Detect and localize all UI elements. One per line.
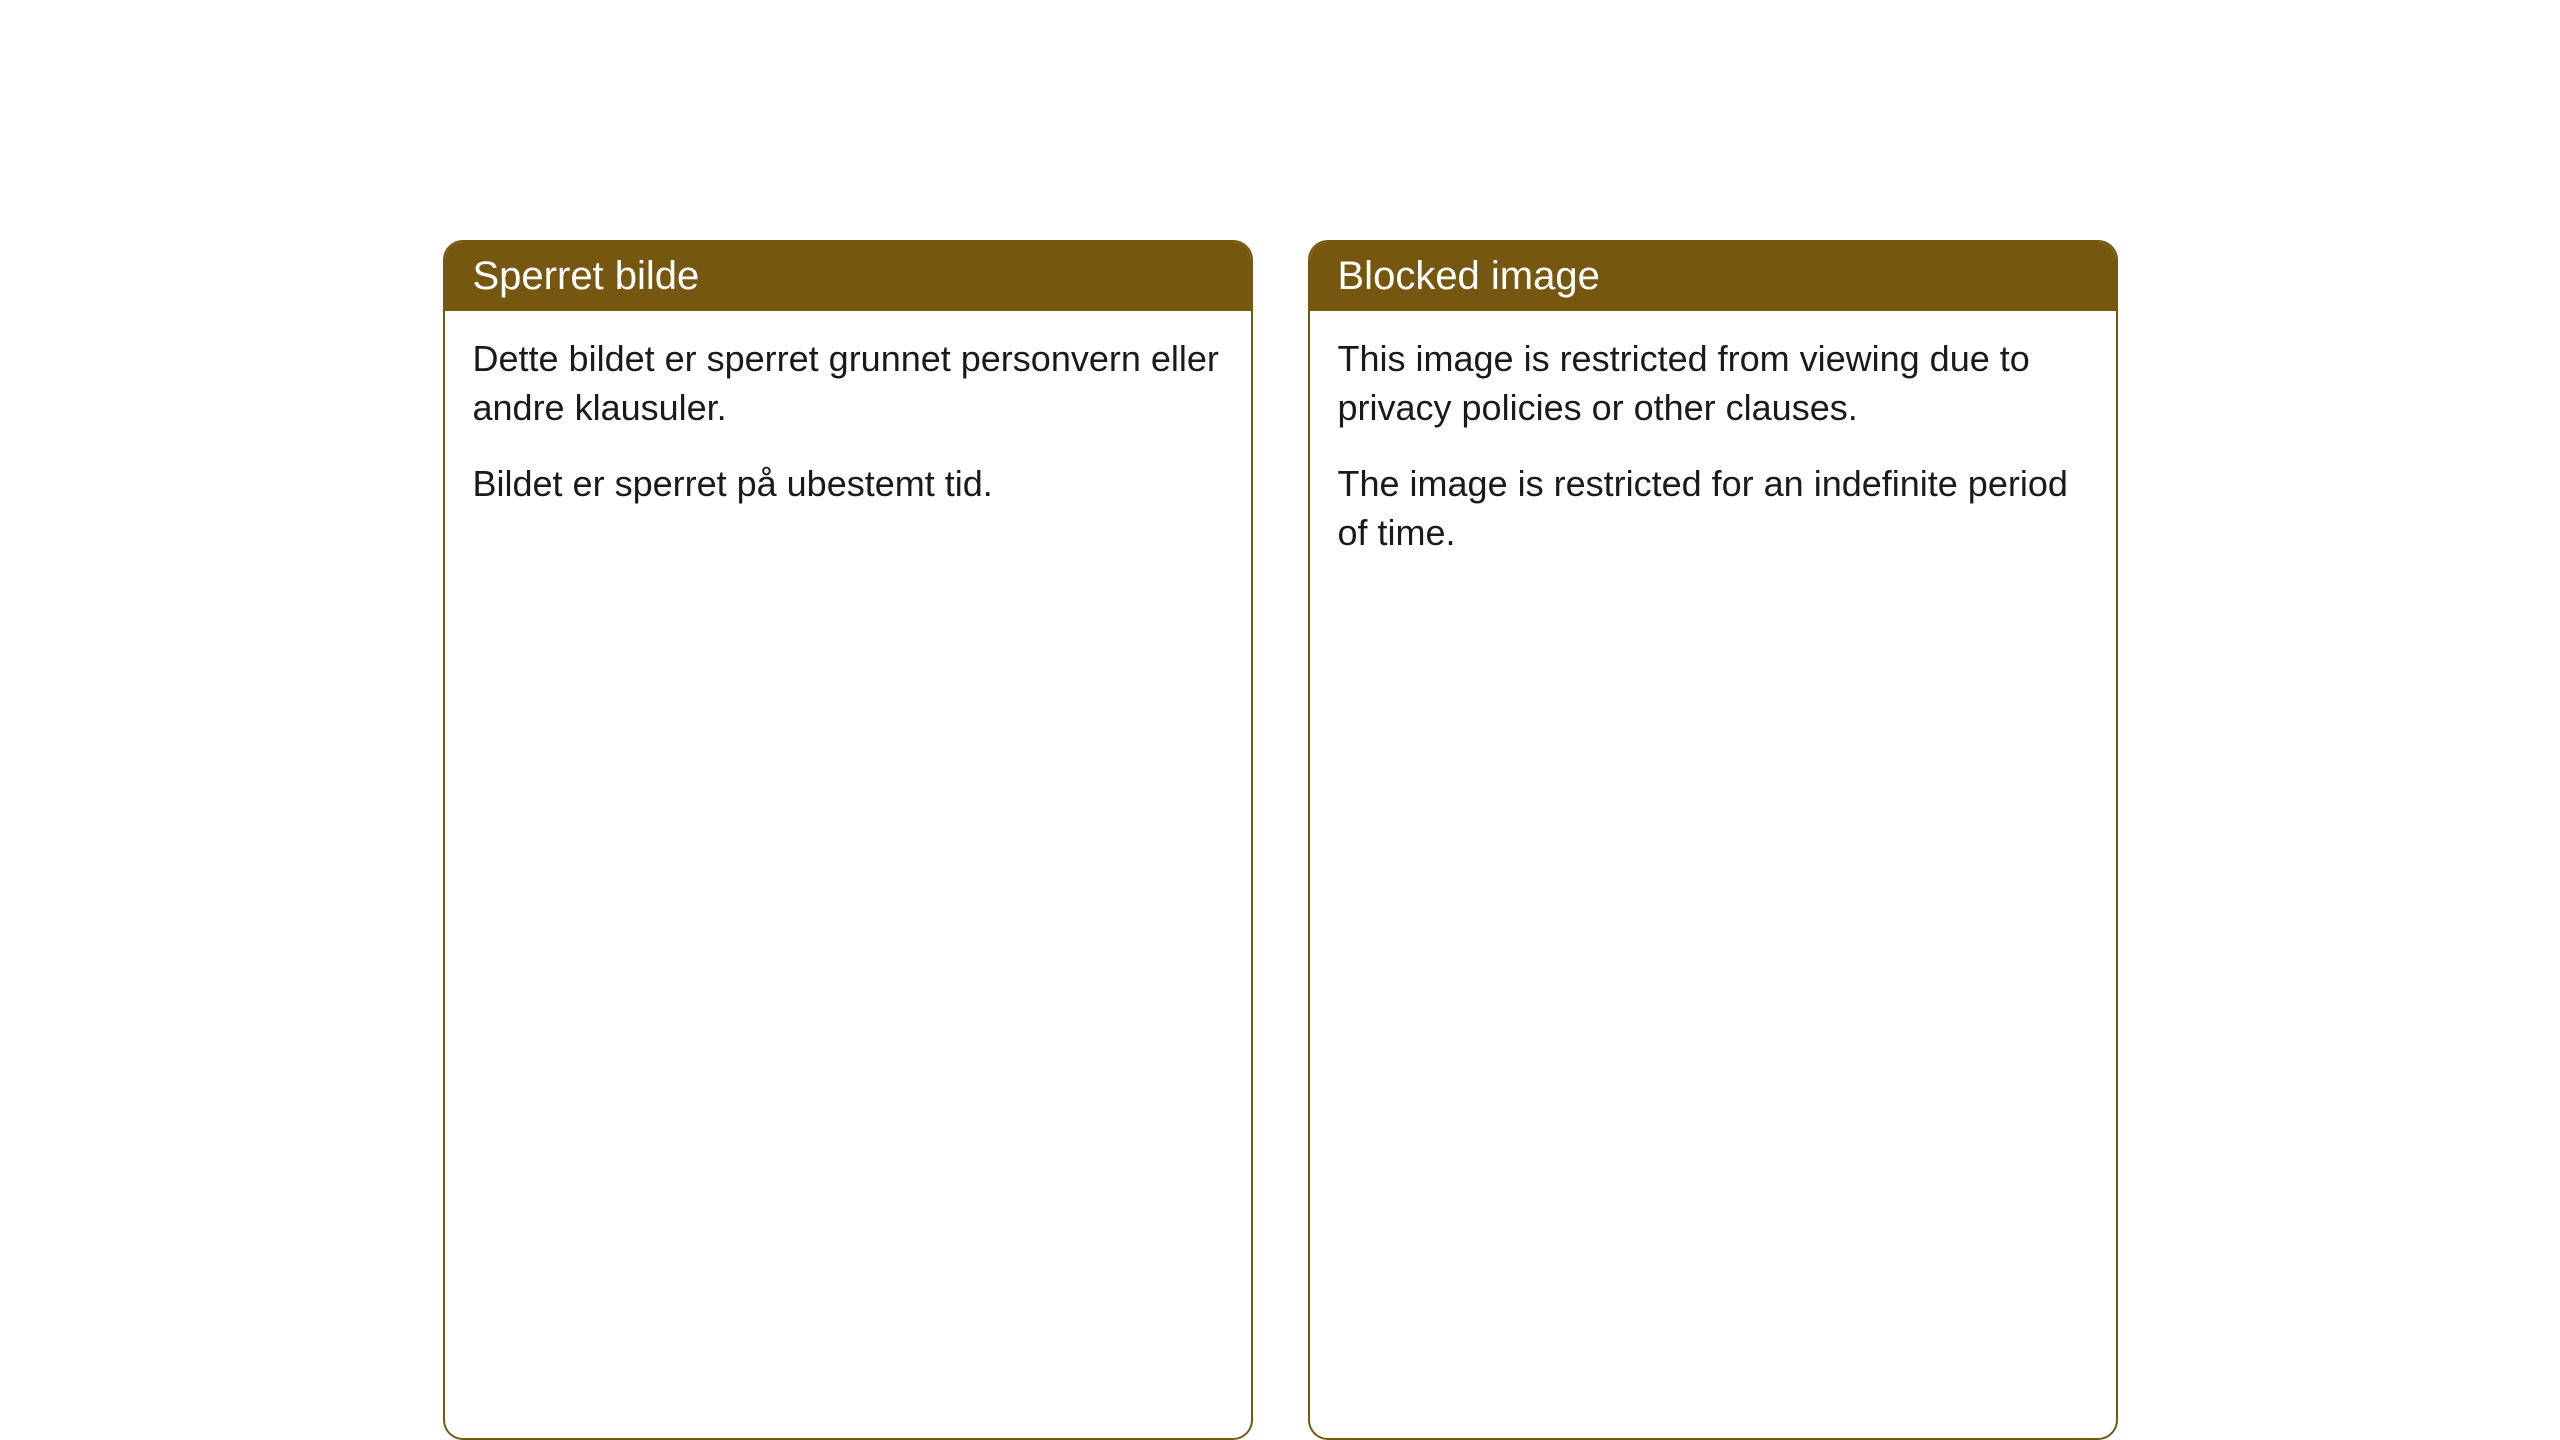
card-body: Dette bildet er sperret grunnet personve… (445, 311, 1251, 545)
notice-card-english: Blocked image This image is restricted f… (1308, 240, 2118, 1440)
card-paragraph: The image is restricted for an indefinit… (1338, 460, 2088, 557)
notice-card-norwegian: Sperret bilde Dette bildet er sperret gr… (443, 240, 1253, 1440)
card-title: Blocked image (1338, 254, 1600, 298)
card-paragraph: This image is restricted from viewing du… (1338, 335, 2088, 432)
card-paragraph: Bildet er sperret på ubestemt tid. (473, 460, 1223, 509)
card-header: Sperret bilde (445, 242, 1251, 311)
cards-container: Sperret bilde Dette bildet er sperret gr… (443, 240, 2118, 1440)
card-header: Blocked image (1310, 242, 2116, 311)
card-body: This image is restricted from viewing du… (1310, 311, 2116, 593)
card-paragraph: Dette bildet er sperret grunnet personve… (473, 335, 1223, 432)
card-title: Sperret bilde (473, 254, 700, 298)
